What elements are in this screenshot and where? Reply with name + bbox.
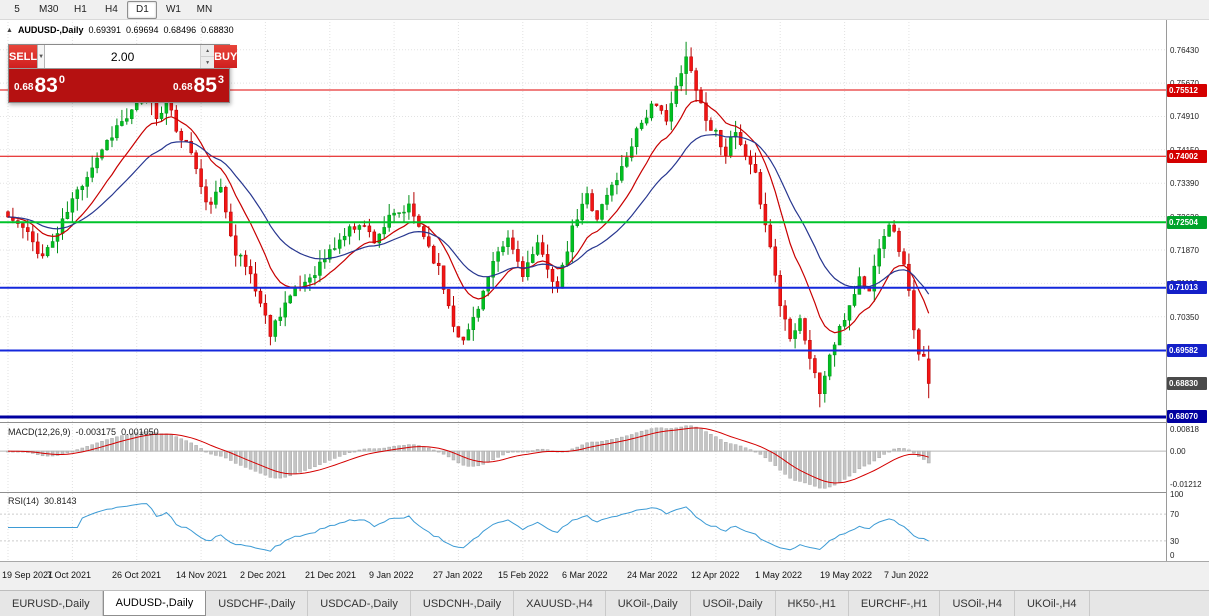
date-axis-label: 6 Mar 2022	[562, 570, 608, 580]
chart-tab-bar: EURUSD-,Daily AUDUSD-,Daily USDCHF-,Daily U…	[0, 590, 1209, 616]
timeframe-button[interactable]: H1	[74, 4, 87, 15]
macd-signal-value: 0.001050	[121, 427, 159, 437]
price-level-badge: 0.71013	[1167, 281, 1207, 294]
volume-field-wrap: ▲ ▼	[45, 45, 215, 68]
price-level-badge: 0.68070	[1167, 410, 1207, 423]
low-value: 0.68496	[163, 25, 197, 35]
timeframe-button[interactable]: D1	[127, 0, 158, 19]
open-value: 0.69391	[88, 25, 121, 35]
price-level-badge: 0.74002	[1167, 150, 1207, 163]
macd-main-value: -0.003175	[75, 427, 117, 437]
timeframe-button[interactable]: H4	[105, 4, 118, 15]
rsi-axis-label: 0	[1170, 551, 1175, 560]
date-axis-label: 27 Jan 2022	[433, 570, 483, 580]
date-axis-label: 24 Mar 2022	[627, 570, 678, 580]
date-axis-label: 19 Sep 2021	[2, 570, 54, 580]
price-axis: 0.764300.756700.749100.741500.733900.726…	[1166, 20, 1209, 561]
date-axis-label: 26 Oct 2021	[112, 570, 162, 580]
chart-tab[interactable]: XAUUSD-,H4	[514, 591, 606, 616]
macd-axis-label: -0.01212	[1170, 480, 1202, 489]
rsi-axis-label: 30	[1170, 537, 1179, 546]
chart-tab[interactable]: UKOil-,H4	[1015, 591, 1090, 616]
chart-tab[interactable]: USOil-,Daily	[691, 591, 776, 616]
timeframe-toolbar: 5 M30 H1 H4 D1 W1 MN	[0, 0, 1209, 20]
price-level-lines[interactable]	[0, 89, 1166, 419]
chart-canvas[interactable]	[0, 20, 1166, 561]
sell-price-big: 83	[34, 74, 58, 97]
date-axis-label: 7 Oct 2021	[47, 570, 92, 580]
chart-tab[interactable]: AUDUSD-,Daily	[102, 591, 207, 616]
date-axis-label: 14 Nov 2021	[176, 570, 228, 580]
volume-input[interactable]	[45, 45, 201, 68]
chart-tab[interactable]: USOil-,H4	[940, 591, 1015, 616]
chart-tab[interactable]: USDCHF-,Daily	[206, 591, 309, 616]
macd-axis-label: 0.00818	[1170, 425, 1199, 434]
macd-signal-line	[7, 427, 929, 484]
price-tick-label: 0.71870	[1170, 246, 1199, 255]
high-value: 0.69694	[126, 25, 159, 35]
sell-price[interactable]: 0.68 83 0	[14, 74, 65, 97]
buy-button[interactable]: BUY	[214, 45, 238, 68]
close-value: 0.68830	[201, 25, 234, 35]
volume-down-icon[interactable]: ▼	[201, 57, 215, 68]
chart-tab[interactable]: EURCHF-,H1	[849, 591, 941, 616]
trade-controls-row: SELL ▼ ▲ ▼ BUY	[9, 45, 238, 69]
rsi-axis-label: 70	[1170, 510, 1179, 519]
buy-price-prefix: 0.68	[173, 82, 193, 93]
symbol-label: AUDUSD-,Daily	[17, 25, 84, 35]
ma-fast-line	[7, 99, 930, 334]
macd-axis-label: 0.00	[1170, 447, 1186, 456]
sell-price-prefix: 0.68	[14, 82, 34, 93]
date-axis-label: 12 Apr 2022	[691, 570, 740, 580]
rsi-label-row: RSI(14) 30.8143	[8, 496, 77, 506]
ohlc-header: ▲ AUDUSD-,Daily 0.69391 0.69694 0.68496 …	[6, 25, 234, 35]
volume-stepper: ▲ ▼	[200, 45, 215, 68]
price-level-badge: 0.75512	[1167, 84, 1207, 97]
chart-tab[interactable]: EURUSD-,Daily	[0, 591, 103, 616]
volume-dropdown-icon[interactable]: ▼	[37, 45, 46, 68]
date-axis-label: 15 Feb 2022	[498, 570, 549, 580]
chart-tab[interactable]: UKOil-,Daily	[606, 591, 691, 616]
price-tick-label: 0.73390	[1170, 179, 1199, 188]
macd-histogram	[6, 425, 931, 489]
date-axis-label: 2 Dec 2021	[240, 570, 287, 580]
timeframe-button[interactable]: MN	[196, 4, 213, 15]
date-axis-label: 19 May 2022	[820, 570, 873, 580]
price-tick-label: 0.76430	[1170, 46, 1199, 55]
price-level-badge: 0.69582	[1167, 344, 1207, 357]
rsi-line	[8, 503, 929, 552]
date-axis-label: 21 Dec 2021	[305, 570, 357, 580]
price-tick-label: 0.74910	[1170, 112, 1199, 121]
buy-price-big: 85	[193, 74, 217, 97]
sell-button[interactable]: SELL	[9, 45, 38, 68]
sell-price-sup: 0	[58, 74, 65, 86]
rsi-label: RSI(14)	[8, 496, 40, 506]
buy-price-sup: 3	[217, 74, 224, 86]
one-click-toggle-icon[interactable]: ▲	[6, 26, 13, 34]
chart-tab[interactable]: HK50-,H1	[776, 591, 849, 616]
volume-up-icon[interactable]: ▲	[201, 45, 215, 57]
date-axis-label: 7 Jun 2022	[884, 570, 929, 580]
rsi-axis-label: 100	[1170, 490, 1184, 499]
timeframe-button[interactable]: W1	[165, 4, 181, 15]
price-tick-label: 0.70350	[1170, 313, 1199, 322]
chart-tab[interactable]: USDCNH-,Daily	[411, 591, 515, 616]
macd-label: MACD(12,26,9)	[8, 427, 71, 437]
current-price-badge: 0.68830	[1167, 377, 1207, 390]
date-axis-label: 1 May 2022	[755, 570, 803, 580]
date-axis-label: 9 Jan 2022	[369, 570, 414, 580]
price-tick-label: 0.75670	[1170, 79, 1199, 88]
timeframe-button[interactable]: 5	[14, 4, 20, 15]
price-level-badge: 0.72504	[1167, 216, 1207, 229]
ma-slow-line	[7, 133, 930, 295]
trade-quotes-row: 0.68 83 0 0.68 85 3	[9, 69, 229, 102]
chart-tab[interactable]: USDCAD-,Daily	[308, 591, 411, 616]
date-axis: 19 Sep 2021 7 Oct 2021 26 Oct 2021 14 Nov 2…	[0, 561, 1209, 590]
buy-price[interactable]: 0.68 85 3	[173, 74, 224, 97]
macd-label-row: MACD(12,26,9) -0.003175 0.001050	[8, 427, 159, 437]
rsi-value: 30.8143	[44, 496, 77, 506]
timeframe-button[interactable]: M30	[39, 4, 59, 15]
